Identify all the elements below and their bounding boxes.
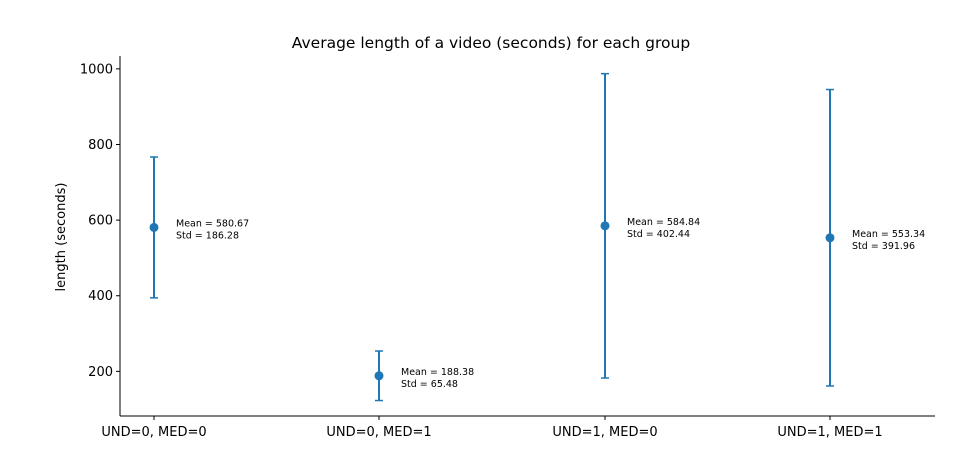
x-tick-label: UND=0, MED=0 <box>101 425 206 440</box>
annotation-label: Std = 186.28 <box>176 230 239 241</box>
y-tick-label: 200 <box>88 365 113 380</box>
annotation-label: Mean = 553.34 <box>852 229 925 240</box>
mean-point <box>600 221 610 231</box>
mean-point <box>825 233 835 243</box>
annotation-label: Std = 65.48 <box>401 379 458 390</box>
y-axis-label: length (seconds) <box>54 183 69 292</box>
x-tick-label: UND=0, MED=1 <box>326 425 431 440</box>
y-tick-label: 1000 <box>80 62 113 77</box>
annotation-label: Std = 402.44 <box>627 229 690 240</box>
x-tick-label: UND=1, MED=1 <box>777 425 882 440</box>
y-tick-label: 600 <box>88 214 113 229</box>
chart-title: Average length of a video (seconds) for … <box>292 34 690 52</box>
annotation-label: Mean = 188.38 <box>401 367 474 378</box>
y-tick-label: 400 <box>88 289 113 304</box>
x-tick-label: UND=1, MED=0 <box>552 425 657 440</box>
y-tick-label: 800 <box>88 138 113 153</box>
mean-point <box>149 222 159 232</box>
annotation-label: Mean = 580.67 <box>176 218 249 229</box>
axes: 200 400 600 800 1000 UND=0, MED=0 UND=0, MED=1… <box>80 56 935 440</box>
mean-point <box>374 371 384 381</box>
annotation-label: Mean = 584.84 <box>627 217 700 228</box>
annotation-label: Std = 391.96 <box>852 241 915 252</box>
